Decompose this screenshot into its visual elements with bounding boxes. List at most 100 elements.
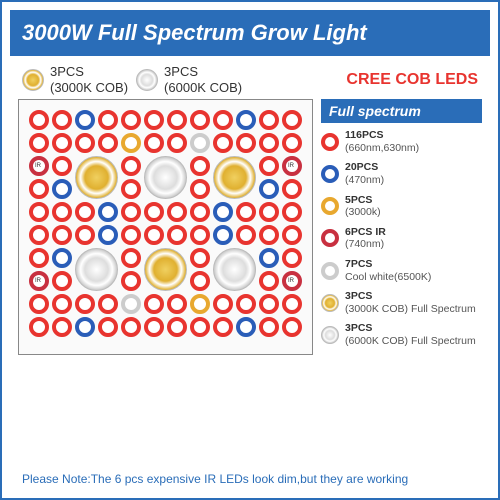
white-led (121, 294, 141, 314)
red-led (144, 110, 164, 130)
red-led (282, 110, 302, 130)
legend-title: Full spectrum (321, 99, 482, 123)
legend-swatch (321, 197, 339, 215)
red-led (213, 110, 233, 130)
red-led (259, 294, 279, 314)
legend-cob-swatch (321, 294, 339, 312)
cool-sub: (6000K COB) (164, 80, 242, 95)
red-led (98, 294, 118, 314)
red-led (52, 202, 72, 222)
blue-led (52, 179, 72, 199)
red-led (29, 179, 49, 199)
red-led (29, 248, 49, 268)
red-led (121, 317, 141, 337)
blue-led (75, 317, 95, 337)
red-led (52, 294, 72, 314)
red-led (167, 294, 187, 314)
ir-led (29, 271, 49, 291)
red-led (259, 317, 279, 337)
legend-item: 5PCS(3000k) (321, 194, 482, 219)
ir-led (282, 156, 302, 176)
red-led (190, 110, 210, 130)
red-led (282, 248, 302, 268)
warm-cob (75, 156, 118, 199)
red-led (236, 294, 256, 314)
red-led (190, 156, 210, 176)
red-led (52, 110, 72, 130)
red-led (144, 317, 164, 337)
cool-cob (144, 156, 187, 199)
yellow-led (121, 133, 141, 153)
red-led (213, 317, 233, 337)
red-led (190, 317, 210, 337)
cool-cob (213, 248, 256, 291)
blue-led (98, 202, 118, 222)
blue-led (52, 248, 72, 268)
red-led (29, 133, 49, 153)
legend-text: 3PCS(3000K COB) Full Spectrum (345, 290, 476, 315)
legend-swatch (321, 133, 339, 151)
red-led (259, 202, 279, 222)
red-led (75, 133, 95, 153)
cool-cob-label: 3PCS (6000K COB) (164, 64, 242, 95)
legend-item: 3PCS(3000K COB) Full Spectrum (321, 290, 482, 315)
red-led (259, 133, 279, 153)
red-led (282, 317, 302, 337)
warm-qty: 3PCS (50, 64, 84, 79)
cool-cob-icon (136, 69, 158, 91)
led-panel (18, 99, 313, 354)
red-led (98, 133, 118, 153)
main-row: Full spectrum 116PCS(660nm,630nm) 20PCS(4… (10, 99, 490, 354)
yellow-led (190, 294, 210, 314)
red-led (236, 133, 256, 153)
red-led (121, 225, 141, 245)
warm-sub: (3000K COB) (50, 80, 128, 95)
red-led (52, 133, 72, 153)
product-infographic: 3000W Full Spectrum Grow Light 3PCS (300… (0, 0, 500, 500)
cool-qty: 3PCS (164, 64, 198, 79)
legend-text: 116PCS(660nm,630nm) (345, 129, 419, 154)
legend-swatch (321, 229, 339, 247)
legend-items: 116PCS(660nm,630nm) 20PCS(470nm) 5PCS(3000… (321, 129, 482, 347)
footer-note: Please Note:The 6 pcs expensive IR LEDs … (10, 466, 420, 492)
red-led (236, 225, 256, 245)
legend-text: 20PCS(470nm) (345, 161, 384, 186)
red-led (121, 156, 141, 176)
blue-led (75, 110, 95, 130)
red-led (190, 179, 210, 199)
red-led (144, 133, 164, 153)
legend-item: 3PCS(6000K COB) Full Spectrum (321, 322, 482, 347)
red-led (121, 110, 141, 130)
legend-text: 5PCS(3000k) (345, 194, 381, 219)
warm-cob-label: 3PCS (3000K COB) (50, 64, 128, 95)
red-led (29, 225, 49, 245)
red-led (121, 179, 141, 199)
red-led (190, 271, 210, 291)
red-led (75, 294, 95, 314)
red-led (282, 225, 302, 245)
red-led (213, 294, 233, 314)
red-led (282, 294, 302, 314)
blue-led (98, 225, 118, 245)
legend-swatch (321, 262, 339, 280)
cree-label: CREE COB LEDS (346, 71, 478, 89)
red-led (121, 248, 141, 268)
red-led (259, 156, 279, 176)
red-led (167, 133, 187, 153)
red-led (29, 317, 49, 337)
red-led (75, 202, 95, 222)
blue-led (213, 225, 233, 245)
red-led (282, 179, 302, 199)
legend-item: 7PCSCool white(6500K) (321, 258, 482, 283)
blue-led (213, 202, 233, 222)
led-grid (29, 110, 302, 337)
legend-item: 116PCS(660nm,630nm) (321, 129, 482, 154)
red-led (29, 294, 49, 314)
red-led (236, 202, 256, 222)
red-led (29, 110, 49, 130)
legend-text: 6PCS IR(740nm) (345, 226, 386, 251)
blue-led (259, 248, 279, 268)
cool-cob-group: 3PCS (6000K COB) (136, 64, 242, 95)
red-led (52, 156, 72, 176)
blue-led (236, 110, 256, 130)
